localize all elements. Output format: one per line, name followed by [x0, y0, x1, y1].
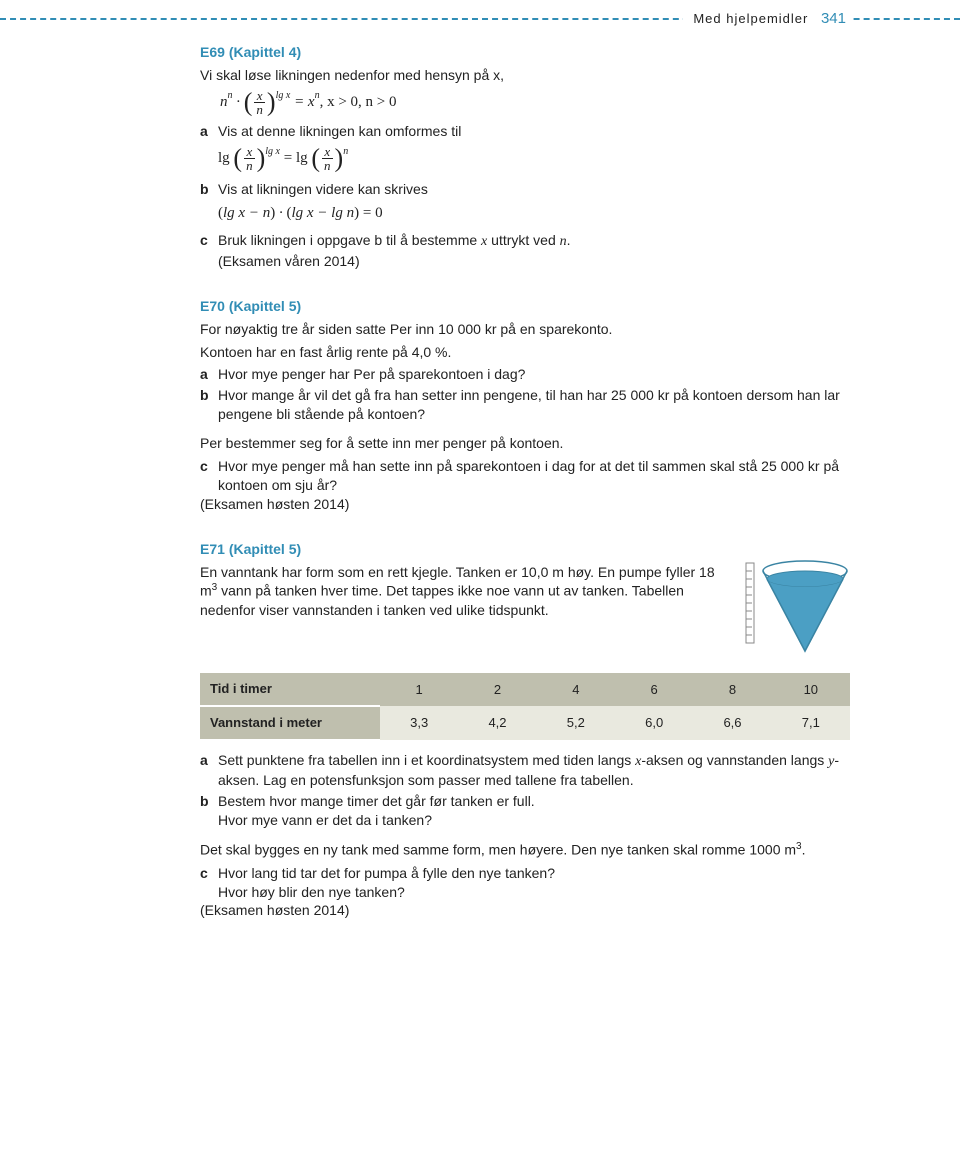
e71-b: b Bestem hvor mange timer det går før ta…: [200, 792, 850, 830]
task-code: E69: [200, 44, 225, 60]
e70-line1: For nøyaktig tre år siden satte Per inn …: [200, 320, 850, 339]
task-e69: E69 (Kapittel 4) Vi skal løse likningen …: [200, 43, 850, 271]
e70-a: a Hvor mye penger har Per på sparekontoe…: [200, 365, 850, 384]
header-title: Med hjelpemidler: [693, 11, 808, 26]
e71-c: c Hvor lang tid tar det for pumpa å fyll…: [200, 864, 850, 902]
page-number: 341: [821, 10, 846, 27]
cone-diagram: [740, 559, 850, 664]
e70-note: (Eksamen høsten 2014): [200, 495, 850, 514]
e70-line2: Kontoen har en fast årlig rente på 4,0 %…: [200, 343, 850, 362]
e71-a: a Sett punktene fra tabellen inn i et ko…: [200, 751, 850, 791]
task-code: E71: [200, 541, 225, 557]
e69-a: a Vis at denne likningen kan omformes ti…: [200, 122, 850, 178]
cone-icon: [763, 561, 847, 651]
e69-a-text: Vis at denne likningen kan omformes til: [218, 123, 461, 139]
ruler-icon: [746, 563, 754, 643]
e70-c: c Hvor mye penger må han sette inn på sp…: [200, 457, 850, 495]
task-chapter: (Kapittel 5): [229, 541, 301, 557]
e69-note: (Eksamen våren 2014): [218, 253, 360, 269]
e69-b: b Vis at likningen videre kan skrives (l…: [200, 180, 850, 229]
e69-b-text: Vis at likningen videre kan skrives: [218, 181, 428, 197]
e70-mid: Per bestemmer seg for å sette inn mer pe…: [200, 434, 850, 453]
e69-main-formula: nn · (xn)lg x = xn, x > 0, n > 0: [220, 89, 850, 116]
e70-b: b Hvor mange år vil det gå fra han sette…: [200, 386, 850, 424]
task-e71: E71 (Kapittel 5) En vanntank har form so…: [200, 540, 850, 921]
e71-mid: Det skal bygges en ny tank med samme for…: [200, 840, 850, 860]
table-header-row1: Tid i timer: [200, 673, 380, 706]
page: Med hjelpemidler 341 E69 (Kapittel 4) Vi…: [0, 0, 960, 1176]
task-code: E70: [200, 298, 225, 314]
task-e70: E70 (Kapittel 5) For nøyaktig tre år sid…: [200, 297, 850, 514]
part-label: a: [200, 122, 218, 178]
page-header: Med hjelpemidler 341: [683, 10, 850, 27]
e71-note: (Eksamen høsten 2014): [200, 901, 850, 920]
part-label: b: [200, 180, 218, 229]
part-label: c: [200, 231, 218, 271]
task-chapter: (Kapittel 4): [229, 44, 301, 60]
task-chapter: (Kapittel 5): [229, 298, 301, 314]
table-header-row2: Vannstand i meter: [200, 706, 380, 740]
e69-c: c Bruk likningen i oppgave b til å beste…: [200, 231, 850, 271]
e69-intro: Vi skal løse likningen nedenfor med hens…: [200, 66, 850, 85]
e71-table: Tid i timer 1 2 4 6 8 10 Vannstand i met…: [200, 673, 850, 740]
